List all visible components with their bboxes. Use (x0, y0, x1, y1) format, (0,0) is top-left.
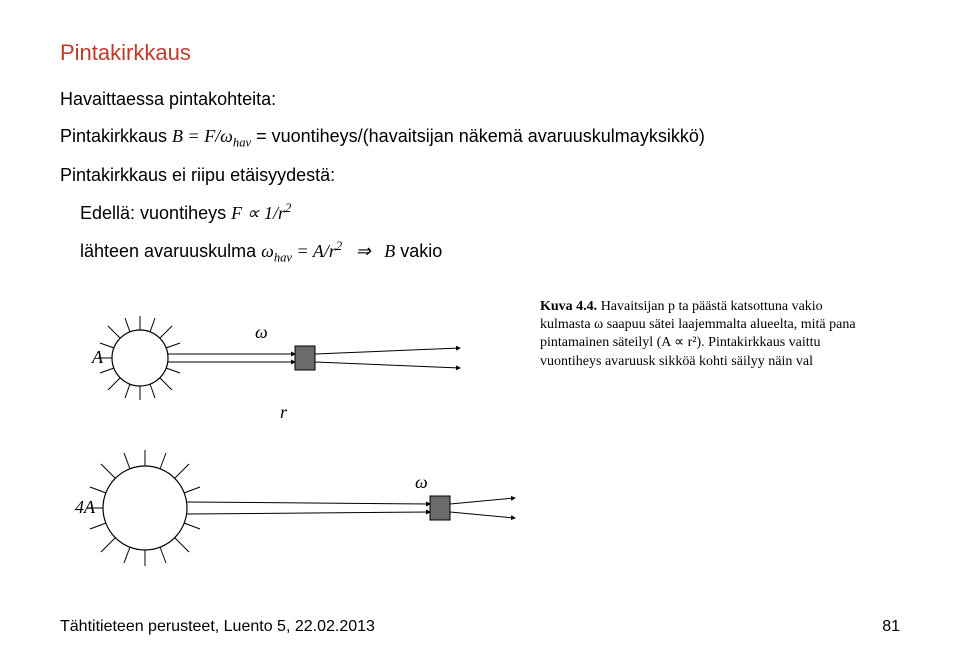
label-omega1: ω (255, 322, 268, 342)
para-3: Pintakirkkaus ei riipu etäisyydestä: (60, 162, 900, 189)
text: Pintakirkkaus (60, 126, 172, 146)
figure-caption: Kuva 4.4. Havaitsijan p ta päästä katsot… (540, 298, 860, 371)
para-4: Edellä: vuontiheys F ∝ 1/r2 (80, 199, 900, 227)
text: = vuontiheys/(havaitsijan näkemä avaruus… (256, 126, 705, 146)
para-2: Pintakirkkaus B = F/ωhav = vuontiheys/(h… (60, 123, 900, 152)
figure: A ω r (60, 298, 900, 578)
para-1: Havaittaessa pintakohteita: (60, 86, 900, 113)
sun-large: 4A (75, 450, 200, 566)
label-4A: 4A (75, 497, 96, 517)
text: lähteen avaruuskulma (80, 241, 261, 261)
text: Edellä: vuontiheys (80, 203, 231, 223)
label-omega2: ω (415, 472, 428, 492)
math-b: B = F/ωhav (172, 126, 251, 146)
diagram-svg: A ω r (60, 298, 530, 578)
label-A: A (91, 347, 104, 367)
footer-right: 81 (882, 618, 900, 636)
caption-title: Kuva 4.4. (540, 299, 597, 314)
footer-left: Tähtitieteen perusteet, Luento 5, 22.02.… (60, 618, 375, 636)
page-title: Pintakirkkaus (60, 40, 900, 66)
math-f: F ∝ 1/r2 (231, 203, 291, 223)
label-r: r (280, 402, 288, 422)
para-5: lähteen avaruuskulma ωhav = A/r2 ⇒ B vak… (80, 237, 900, 267)
sun-small: A (91, 316, 180, 400)
text: vakio (400, 241, 442, 261)
math-omega: ωhav = A/r2 ⇒ B (261, 241, 395, 261)
